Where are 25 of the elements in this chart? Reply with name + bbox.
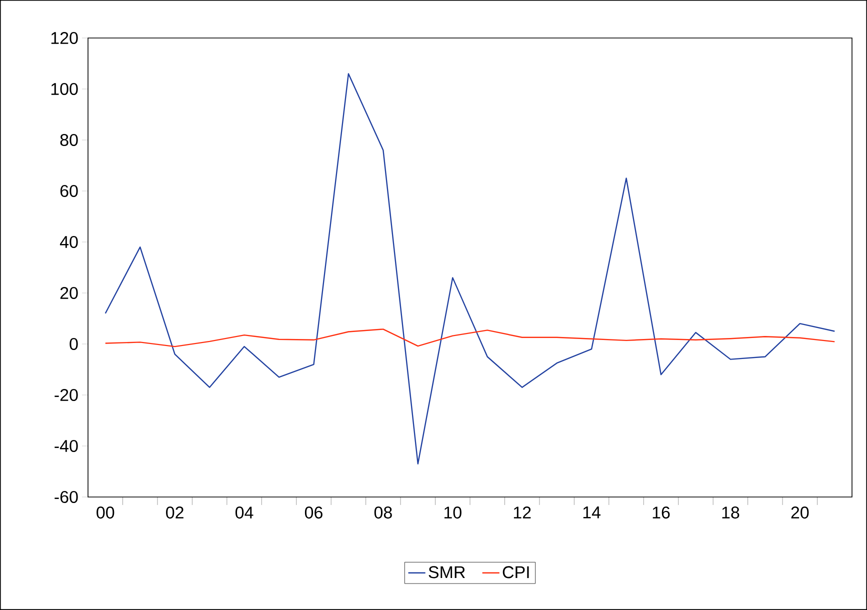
legend-label: CPI xyxy=(502,566,529,578)
y-tick-label: 40 xyxy=(60,236,78,248)
y-tick-label: 80 xyxy=(60,134,78,146)
x-tick-label: 10 xyxy=(444,506,462,519)
x-tick-label: 00 xyxy=(96,506,114,519)
y-tick-label: -60 xyxy=(54,490,78,504)
y-tick-label: 100 xyxy=(51,82,78,96)
x-tick-label: 20 xyxy=(791,506,809,519)
legend-label: SMR xyxy=(428,566,465,578)
line-series xyxy=(104,328,836,348)
x-tick-label: 08 xyxy=(374,506,392,519)
x-tick-label: 12 xyxy=(514,506,531,518)
x-tick-label: 14 xyxy=(583,506,600,518)
x-tick-label: 04 xyxy=(235,506,254,519)
line-series xyxy=(104,73,836,464)
y-tick-label: 0 xyxy=(70,338,78,350)
y-tick-label: -20 xyxy=(54,388,78,402)
x-tick-label: 16 xyxy=(652,506,670,519)
x-tick-label: 06 xyxy=(304,506,322,519)
y-tick-label: 20 xyxy=(60,286,78,300)
x-tick-label: 02 xyxy=(166,506,184,519)
x-tick-label: 18 xyxy=(722,506,740,519)
y-tick-label: -40 xyxy=(54,440,78,452)
y-tick-label: 60 xyxy=(60,184,78,198)
y-tick-label: 120 xyxy=(51,32,78,44)
